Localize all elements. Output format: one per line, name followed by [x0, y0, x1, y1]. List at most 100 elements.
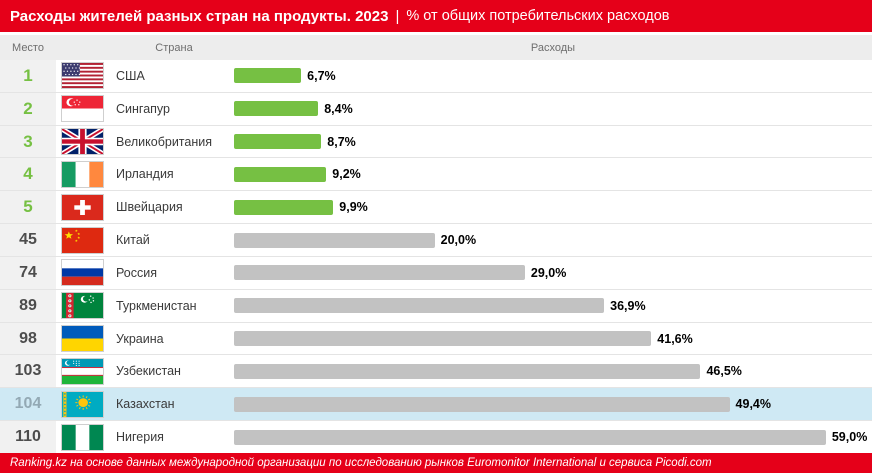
rank-cell: 3	[0, 125, 56, 158]
country-name: США	[116, 68, 145, 83]
value-bar	[234, 101, 319, 117]
flag-cell	[56, 93, 114, 125]
value-label: 9,9%	[339, 200, 368, 215]
flag-cell	[56, 290, 114, 322]
rank-cell: 2	[0, 92, 56, 125]
value-bar	[234, 396, 730, 412]
page-title: Расходы жителей разных стран на продукты…	[10, 7, 389, 25]
flag-cell	[56, 388, 114, 420]
bar-cell: 49,4%	[234, 388, 872, 420]
table-row: 4 Ирландия 9,2%	[0, 158, 872, 192]
flag-cell	[56, 224, 114, 256]
source-text: Ranking.kz на основе данных международно…	[10, 457, 712, 469]
cn-flag-icon	[61, 226, 104, 254]
table-row: 89 Туркменистан 36,9%	[0, 289, 872, 323]
rows: 1 США 6,7% 2 Сингапур 8,4% 3 Великобритания 8,7%…	[0, 60, 872, 453]
country-name: Украина	[116, 331, 164, 346]
table-row: 98 Украина 41,6%	[0, 322, 872, 356]
flag-cell	[56, 158, 114, 190]
rank-cell: 45	[0, 224, 56, 256]
value-label: 41,6%	[657, 331, 693, 346]
table-row: 5 Швейцария 9,9%	[0, 191, 872, 225]
value-bar	[234, 232, 435, 248]
value-label: 36,9%	[610, 298, 646, 313]
bar-cell: 46,5%	[234, 355, 872, 387]
value-bar	[234, 363, 701, 379]
rank-cell: 89	[0, 289, 56, 322]
rank-cell: 104	[14, 395, 42, 413]
value-bar	[234, 331, 652, 347]
ua-flag-icon	[61, 325, 104, 353]
flag-cell	[56, 60, 114, 92]
column-header-expenses: Расходы	[530, 41, 576, 54]
column-headers: Место Страна Расходы	[0, 35, 872, 60]
bar-cell: 20,0%	[234, 224, 872, 256]
value-bar	[234, 298, 605, 314]
bar-cell: 8,4%	[234, 93, 872, 125]
uz-flag-icon	[61, 357, 104, 385]
country-name: Россия	[116, 265, 157, 280]
table-row: 2 Сингапур 8,4%	[0, 92, 872, 126]
tm-flag-icon	[61, 292, 104, 320]
value-label: 8,7%	[327, 134, 356, 149]
table-row: 74 Россия 29,0%	[0, 256, 872, 290]
value-bar	[234, 429, 826, 445]
table-row: 3 Великобритания 8,7%	[0, 125, 872, 159]
flag-cell	[56, 257, 114, 289]
bar-cell: 8,7%	[234, 126, 872, 158]
page-subtitle: % от общих потребительских расходов	[406, 8, 670, 24]
value-label: 49,4%	[735, 397, 771, 412]
table-row: 104 Казахстан 49,4%	[0, 388, 872, 422]
bar-cell: 59,0%	[234, 421, 872, 453]
us-flag-icon	[61, 62, 104, 90]
title-separator: |	[395, 7, 400, 25]
value-label: 6,7%	[307, 68, 336, 83]
column-header-rank: Место	[12, 41, 44, 54]
bar-cell: 9,2%	[234, 158, 872, 190]
title-bar: Расходы жителей разных стран на продукты…	[0, 0, 872, 32]
country-name: Казахстан	[116, 397, 175, 412]
value-label: 8,4%	[324, 101, 353, 116]
flag-cell	[56, 421, 114, 453]
bar-cell: 29,0%	[234, 257, 872, 289]
country-name: Китай	[116, 233, 150, 248]
ng-flag-icon	[61, 423, 104, 451]
ie-flag-icon	[61, 160, 104, 188]
country-name: Сингапур	[116, 101, 170, 116]
country-name: Нигерия	[116, 430, 164, 445]
rank-cell: 74	[0, 256, 56, 289]
flag-cell	[56, 191, 114, 223]
table-row: 1 США 6,7%	[0, 60, 872, 93]
value-bar	[234, 166, 327, 182]
table-row: 45 Китай 20,0%	[0, 224, 872, 257]
rank-cell: 5	[0, 191, 56, 224]
sg-flag-icon	[61, 95, 104, 123]
value-label: 46,5%	[706, 364, 742, 379]
table-row: 103 Узбекистан 46,5%	[0, 355, 872, 389]
country-name: Великобритания	[116, 134, 212, 149]
bar-cell: 36,9%	[234, 290, 872, 322]
rank-cell: 103	[0, 355, 56, 388]
value-bar	[234, 265, 525, 281]
spacer	[0, 32, 872, 35]
flag-cell	[56, 126, 114, 158]
gb-flag-icon	[61, 128, 104, 156]
country-name: Узбекистан	[116, 364, 181, 379]
value-label: 29,0%	[530, 265, 567, 280]
rank-cell: 110	[0, 421, 56, 453]
rank-cell: 1	[0, 60, 56, 92]
value-bar	[234, 134, 322, 150]
value-label: 9,2%	[332, 167, 361, 182]
column-header-country: Страна	[155, 41, 193, 54]
country-name: Ирландия	[116, 167, 174, 182]
source-footer: Ranking.kz на основе данных международно…	[0, 453, 872, 473]
value-label: 20,0%	[440, 233, 477, 248]
value-bar	[234, 199, 334, 215]
value-label: 59,0%	[831, 430, 868, 445]
table-row: 110 Нигерия 59,0%	[0, 421, 872, 453]
rank-cell: 4	[0, 158, 56, 191]
value-bar	[234, 68, 302, 84]
rank-cell: 98	[0, 322, 56, 355]
country-name: Туркменистан	[116, 298, 197, 313]
flag-cell	[56, 323, 114, 355]
